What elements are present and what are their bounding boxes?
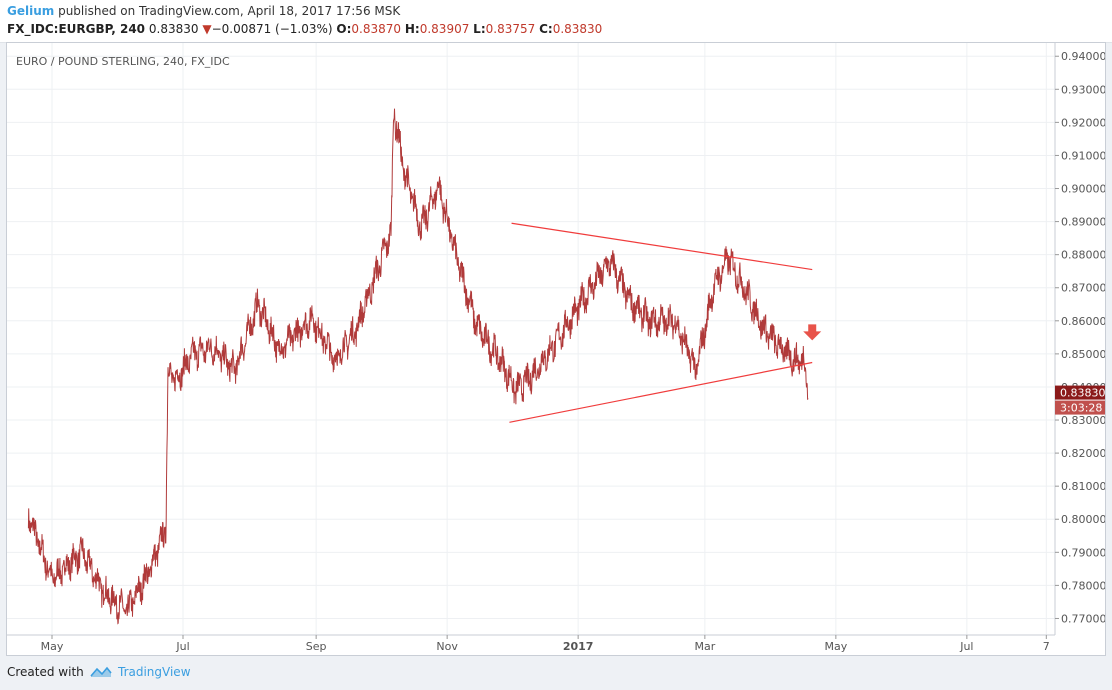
x-tick-label: May (824, 640, 847, 653)
price-scale[interactable] (1055, 43, 1105, 655)
x-tick-label: Sep (306, 640, 327, 653)
y-tick-label: 0.88000 (1061, 249, 1105, 262)
x-tick-label: Jul (959, 640, 973, 653)
y-tick-label: 0.94000 (1061, 50, 1105, 63)
y-tick-label: 0.86000 (1061, 315, 1105, 328)
axes: 0.94000 0.93000 0.92000 0.91000 0.90000 0.890… (7, 43, 1105, 655)
y-tick-label: 0.82000 (1061, 447, 1105, 460)
chart-title: EURO / POUND STERLING, 240, FX_IDC (16, 55, 230, 68)
x-tick-label: 2017 (563, 640, 594, 653)
trendlines[interactable] (509, 222, 813, 423)
y-tick-label: 0.90000 (1061, 183, 1105, 196)
time-scale[interactable] (7, 635, 1055, 655)
price-chart[interactable]: 0.94000 0.93000 0.92000 0.91000 0.90000 0.890… (7, 43, 1105, 655)
x-tick-label: Nov (436, 640, 458, 653)
signal-arrow (803, 324, 822, 341)
y-tick-label: 0.77000 (1061, 612, 1105, 625)
y-tick-label: 0.79000 (1061, 546, 1105, 559)
high-value: 0.83907 (419, 22, 470, 36)
last-price-tag-label: 0.83830 (1060, 387, 1105, 400)
publish-info: published on TradingView.com, April 18, … (54, 4, 401, 18)
price-series (27, 108, 809, 625)
down-triangle-icon: ▼ (202, 22, 212, 36)
tradingview-link[interactable]: TradingView (118, 665, 191, 679)
down-arrow-icon (803, 324, 822, 341)
x-tick-label: Jul (175, 640, 189, 653)
footer: Created with TradingView (0, 656, 1112, 690)
chart-panel[interactable]: 0.94000 0.93000 0.92000 0.91000 0.90000 0.890… (6, 42, 1106, 656)
last-price: 0.83830 (148, 22, 199, 36)
low-value: 0.83757 (485, 22, 536, 36)
x-tick-label: Mar (694, 640, 715, 653)
lower-trendline[interactable] (509, 361, 813, 423)
y-tick-label: 0.83000 (1061, 414, 1105, 427)
author-link[interactable]: Gelium (7, 4, 55, 18)
tradingview-logo-icon (90, 666, 112, 677)
price-line (27, 108, 809, 625)
low-label: L: (473, 22, 486, 36)
y-tick-label: 0.89000 (1061, 216, 1105, 229)
created-with-label: Created with (7, 665, 84, 679)
y-tick-label: 0.80000 (1061, 513, 1105, 526)
bar-timer-label: 3:03:28 (1060, 402, 1102, 415)
publish-line: Gelium published on TradingView.com, Apr… (7, 4, 400, 18)
change-value: −0.00871 (−1.03%) (211, 22, 333, 36)
y-tick-label: 0.85000 (1061, 348, 1105, 361)
upper-trendline[interactable] (511, 222, 813, 271)
high-label: H: (404, 22, 420, 36)
y-tick-label: 0.87000 (1061, 282, 1105, 295)
open-value: 0.83870 (351, 22, 402, 36)
y-tick-label: 0.93000 (1061, 83, 1105, 96)
close-value: 0.83830 (552, 22, 603, 36)
x-tick-label: 7 (1043, 640, 1050, 653)
y-tick-label: 0.92000 (1061, 116, 1105, 129)
ohlc-line: FX_IDC:EURGBP, 240 0.83830 ▼−0.00871 (−1… (7, 22, 602, 36)
y-tick-label: 0.78000 (1061, 579, 1105, 592)
x-tick-label: May (41, 640, 64, 653)
symbol-label: FX_IDC:EURGBP, 240 (7, 22, 146, 36)
y-tick-label: 0.81000 (1061, 480, 1105, 493)
chart-header: Gelium published on TradingView.com, Apr… (0, 0, 1112, 43)
open-label: O: (336, 22, 352, 36)
last-price-tag (1055, 385, 1105, 400)
close-label: C: (539, 22, 553, 36)
y-tick-label: 0.91000 (1061, 149, 1105, 162)
bar-timer-tag (1055, 400, 1105, 415)
